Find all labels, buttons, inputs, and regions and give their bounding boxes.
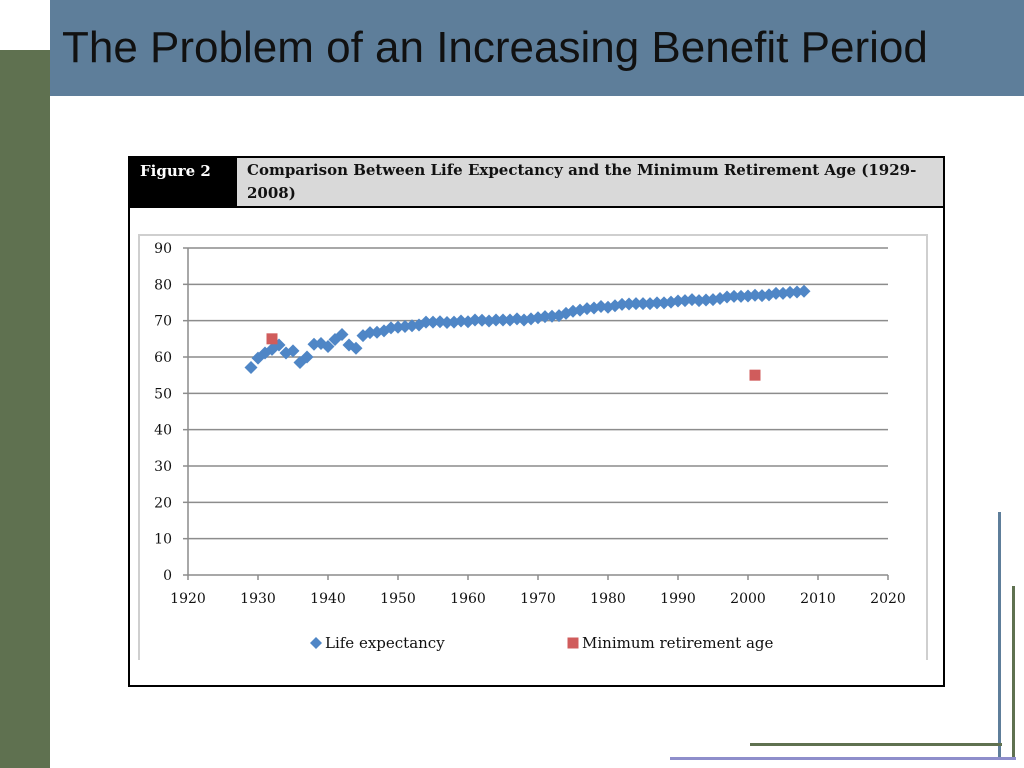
y-tick-label-80: 80 bbox=[154, 277, 172, 293]
legend-label-life-expectancy: Life expectancy bbox=[325, 634, 445, 652]
life-expectancy-point-1929 bbox=[244, 361, 258, 375]
life-expectancy-point-1989 bbox=[664, 295, 678, 309]
life-expectancy-point-1964 bbox=[489, 313, 503, 327]
x-tick-label-1940: 1940 bbox=[310, 591, 346, 607]
life-expectancy-point-1938 bbox=[307, 337, 321, 351]
x-tick-label-2020: 2020 bbox=[870, 591, 906, 607]
y-tick-label-20: 20 bbox=[154, 495, 172, 511]
x-tick-label-1990: 1990 bbox=[660, 591, 696, 607]
life-expectancy-point-1942 bbox=[335, 327, 349, 341]
life-expectancy-point-1957 bbox=[440, 315, 454, 329]
data-points bbox=[244, 284, 811, 381]
life-expectancy-point-2008 bbox=[797, 284, 811, 298]
x-tick-label-1930: 1930 bbox=[240, 591, 276, 607]
legend: Life expectancy Minimum retirement age bbox=[310, 634, 774, 652]
slide-title: The Problem of an Increasing Benefit Per… bbox=[62, 23, 928, 72]
figure-box: Figure 2 Comparison Between Life Expecta… bbox=[128, 156, 945, 687]
life-expectancy-point-1943 bbox=[342, 338, 356, 352]
left-accent-bar bbox=[0, 50, 50, 768]
decorative-line-green-horizontal bbox=[750, 743, 1002, 746]
life-expectancy-point-1946 bbox=[363, 326, 377, 340]
y-tick-label-0: 0 bbox=[163, 568, 172, 584]
y-tick-label-40: 40 bbox=[154, 423, 172, 439]
x-tick-label-1970: 1970 bbox=[520, 591, 556, 607]
life-expectancy-point-1983 bbox=[622, 297, 636, 311]
life-expectancy-point-1995 bbox=[706, 293, 720, 307]
x-tick-label-2010: 2010 bbox=[800, 591, 836, 607]
life-expectancy-point-1987 bbox=[650, 296, 664, 310]
tick-labels: 0 10 20 30 40 50 60 70 80 90 1920 1930 1940 1950 1960 1… bbox=[154, 241, 906, 607]
life-expectancy-point-1997 bbox=[720, 290, 734, 304]
x-tick-label-2000: 2000 bbox=[730, 591, 766, 607]
y-tick-label-30: 30 bbox=[154, 459, 172, 475]
y-tick-label-70: 70 bbox=[154, 314, 172, 330]
x-tick-label-1920: 1920 bbox=[170, 591, 206, 607]
decorative-line-blue bbox=[998, 512, 1001, 758]
y-tick-label-10: 10 bbox=[154, 532, 172, 548]
y-tick-label-90: 90 bbox=[154, 241, 172, 257]
title-band bbox=[50, 0, 1024, 96]
minimum-retirement-age-point-2001 bbox=[749, 369, 761, 381]
life-expectancy-point-2001 bbox=[748, 288, 762, 302]
life-expectancy-point-1951 bbox=[398, 319, 412, 333]
life-expectancy-point-2006 bbox=[783, 285, 797, 299]
plot-area-frame bbox=[138, 234, 928, 660]
life-expectancy-point-1971 bbox=[538, 310, 552, 324]
x-tick-label-1950: 1950 bbox=[380, 591, 416, 607]
figure-label: Figure 2 bbox=[130, 158, 237, 206]
life-expectancy-point-1955 bbox=[426, 315, 440, 329]
y-tick-label-50: 50 bbox=[154, 386, 172, 402]
legend-label-minimum-retirement-age: Minimum retirement age bbox=[582, 634, 774, 652]
axes bbox=[183, 247, 889, 580]
x-tick-label-1980: 1980 bbox=[590, 591, 626, 607]
life-expectancy-point-1985 bbox=[636, 297, 650, 311]
life-expectancy-point-1994 bbox=[699, 293, 713, 307]
life-expectancy-point-2007 bbox=[790, 285, 804, 299]
y-tick-label-60: 60 bbox=[154, 350, 172, 366]
legend-marker-life-expectancy bbox=[310, 637, 322, 649]
life-expectancy-point-1998 bbox=[727, 289, 741, 303]
life-expectancy-point-1937 bbox=[300, 350, 314, 364]
life-expectancy-point-1935 bbox=[286, 344, 300, 358]
life-expectancy-point-1962 bbox=[475, 313, 489, 327]
life-expectancy-point-1960 bbox=[461, 315, 475, 329]
life-expectancy-point-1954 bbox=[419, 315, 433, 329]
life-expectancy-point-1961 bbox=[468, 313, 482, 327]
life-expectancy-point-1944 bbox=[349, 341, 363, 355]
figure-caption: Comparison Between Life Expectancy and t… bbox=[237, 158, 943, 206]
life-expectancy-point-1940 bbox=[321, 339, 335, 353]
life-expectancy-point-1999 bbox=[734, 289, 748, 303]
legend-marker-minimum-retirement-age bbox=[567, 637, 579, 649]
decorative-line-lavender-horizontal bbox=[670, 757, 1016, 760]
figure-header: Figure 2 Comparison Between Life Expecta… bbox=[130, 158, 943, 208]
scatter-chart: 0 10 20 30 40 50 60 70 80 90 1920 1930 1940 1950 1960 1… bbox=[154, 241, 906, 652]
life-expectancy-point-2004 bbox=[769, 286, 783, 300]
minimum-retirement-age-point-1932 bbox=[266, 333, 278, 345]
x-tick-label-1960: 1960 bbox=[450, 591, 486, 607]
decorative-line-green bbox=[1012, 586, 1015, 760]
life-expectancy-point-1965 bbox=[496, 313, 510, 327]
life-expectancy-point-1984 bbox=[629, 297, 643, 311]
life-expectancy-point-1982 bbox=[615, 297, 629, 311]
life-expectancy-point-1990 bbox=[671, 294, 685, 308]
